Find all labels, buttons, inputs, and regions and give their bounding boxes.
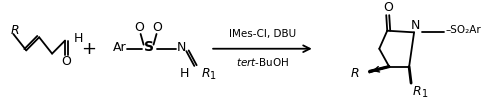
Text: R: R <box>202 67 210 80</box>
Text: H: H <box>180 67 189 80</box>
Text: R: R <box>351 67 360 80</box>
Text: –SO₂Ar: –SO₂Ar <box>446 25 482 35</box>
Text: +: + <box>82 40 96 58</box>
Text: N: N <box>176 41 186 54</box>
Text: $\it{tert}$-BuOH: $\it{tert}$-BuOH <box>236 56 289 68</box>
Text: Ar: Ar <box>113 41 126 54</box>
Text: N: N <box>410 19 420 32</box>
Text: S: S <box>144 40 154 54</box>
Text: O: O <box>384 1 393 14</box>
Text: 1: 1 <box>210 71 216 81</box>
Text: R: R <box>413 85 422 98</box>
Text: 1: 1 <box>422 89 428 99</box>
Text: IMes-Cl, DBU: IMes-Cl, DBU <box>229 29 296 39</box>
Text: O: O <box>152 21 162 34</box>
Text: O: O <box>61 55 71 68</box>
Text: R: R <box>10 24 19 37</box>
Text: O: O <box>134 21 144 34</box>
Text: H: H <box>74 32 84 45</box>
